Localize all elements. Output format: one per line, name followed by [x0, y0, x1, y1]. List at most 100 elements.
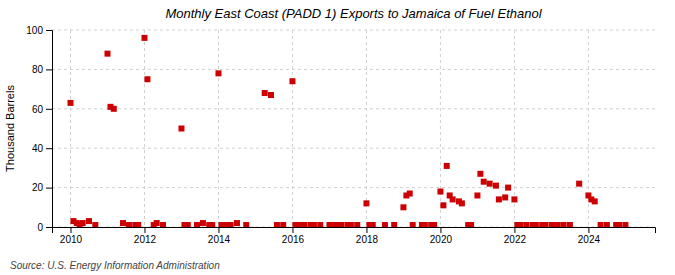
tick-label: 100 — [26, 25, 43, 36]
point — [135, 222, 141, 227]
point — [576, 181, 582, 187]
tick: 2018 — [356, 227, 379, 245]
point — [616, 222, 622, 227]
point — [567, 222, 573, 227]
tick-mark — [46, 188, 52, 189]
tick: 20 — [32, 182, 52, 193]
point — [200, 220, 206, 226]
point — [144, 76, 150, 82]
grid — [52, 30, 655, 227]
tick-label: 2024 — [578, 234, 601, 245]
tick-mark — [292, 227, 293, 233]
tick: 100 — [26, 25, 52, 36]
tick-mark — [218, 227, 219, 233]
tick-label: 2022 — [504, 234, 527, 245]
tick-mark — [366, 227, 367, 233]
point — [410, 222, 416, 227]
tick-mark — [46, 227, 52, 228]
point — [481, 179, 487, 185]
tick-mark — [514, 227, 515, 233]
tick: 2012 — [134, 227, 157, 245]
x-axis: 20102012201420162018202020222024 — [53, 227, 656, 245]
tick-label: 2016 — [282, 234, 305, 245]
point — [111, 106, 117, 112]
point — [604, 222, 610, 227]
point — [511, 196, 517, 202]
point — [477, 171, 483, 177]
point — [141, 35, 147, 41]
grid-line-x — [292, 30, 293, 227]
point — [561, 222, 567, 227]
tick-label: 60 — [32, 104, 44, 115]
tick-mark — [46, 148, 52, 149]
point — [339, 222, 345, 227]
point — [407, 191, 413, 197]
grid-line-x — [70, 30, 71, 227]
grid-line-y — [52, 187, 655, 188]
point — [487, 181, 493, 187]
tick: 40 — [32, 143, 52, 154]
tick-label: 40 — [32, 143, 44, 154]
tick-mark — [440, 227, 441, 233]
point — [274, 222, 280, 227]
axis-line — [53, 228, 656, 234]
point — [502, 194, 508, 200]
tick-mark — [144, 227, 145, 233]
point — [92, 222, 98, 227]
point — [80, 220, 86, 226]
point — [622, 222, 628, 227]
point — [542, 222, 548, 227]
tick: 2024 — [578, 227, 601, 245]
tick-label: 0 — [37, 222, 43, 233]
point — [370, 222, 376, 227]
point — [524, 222, 530, 227]
point — [493, 183, 499, 189]
tick-mark — [588, 227, 589, 233]
point — [160, 222, 166, 227]
tick-label: 2012 — [134, 234, 157, 245]
tick-mark — [46, 30, 52, 31]
point — [268, 92, 274, 98]
point — [67, 100, 73, 106]
tick: 80 — [32, 64, 52, 75]
point — [215, 70, 221, 76]
point — [518, 222, 524, 227]
plot: 2010201220142016201820202022202402040608… — [26, 25, 655, 245]
point — [592, 198, 598, 204]
point — [194, 222, 200, 227]
point — [348, 222, 354, 227]
grid-line-x — [440, 30, 441, 227]
point — [311, 222, 317, 227]
tick-label: 2018 — [356, 234, 379, 245]
title: Monthly East Coast (PADD 1) Exports to J… — [165, 6, 542, 21]
tick: 60 — [32, 104, 52, 115]
y-axis-title: Thousand Barrels — [4, 85, 16, 172]
point — [289, 78, 295, 84]
tick: 2022 — [504, 227, 527, 245]
tick-label: 80 — [32, 64, 44, 75]
tick-label: 2020 — [430, 234, 453, 245]
point — [437, 189, 443, 195]
point — [400, 204, 406, 210]
point — [154, 220, 160, 226]
grid-line-x — [366, 30, 367, 227]
point — [474, 192, 480, 198]
points — [67, 35, 628, 227]
point — [450, 196, 456, 202]
point — [302, 222, 308, 227]
point — [459, 200, 465, 206]
point — [440, 202, 446, 208]
annotation: Source: U.S. Energy Information Administ… — [10, 260, 220, 271]
tick: 2020 — [430, 227, 453, 245]
tick-label: 2014 — [208, 234, 231, 245]
point — [185, 222, 191, 227]
point — [505, 185, 511, 191]
point — [598, 222, 604, 227]
tick-mark — [70, 227, 71, 233]
tick: 0 — [37, 222, 52, 233]
point — [280, 222, 286, 227]
chart: 2010201220142016201820202022202402040608… — [0, 0, 675, 275]
grid-line-x — [144, 30, 145, 227]
point — [234, 220, 240, 226]
point — [120, 220, 126, 226]
